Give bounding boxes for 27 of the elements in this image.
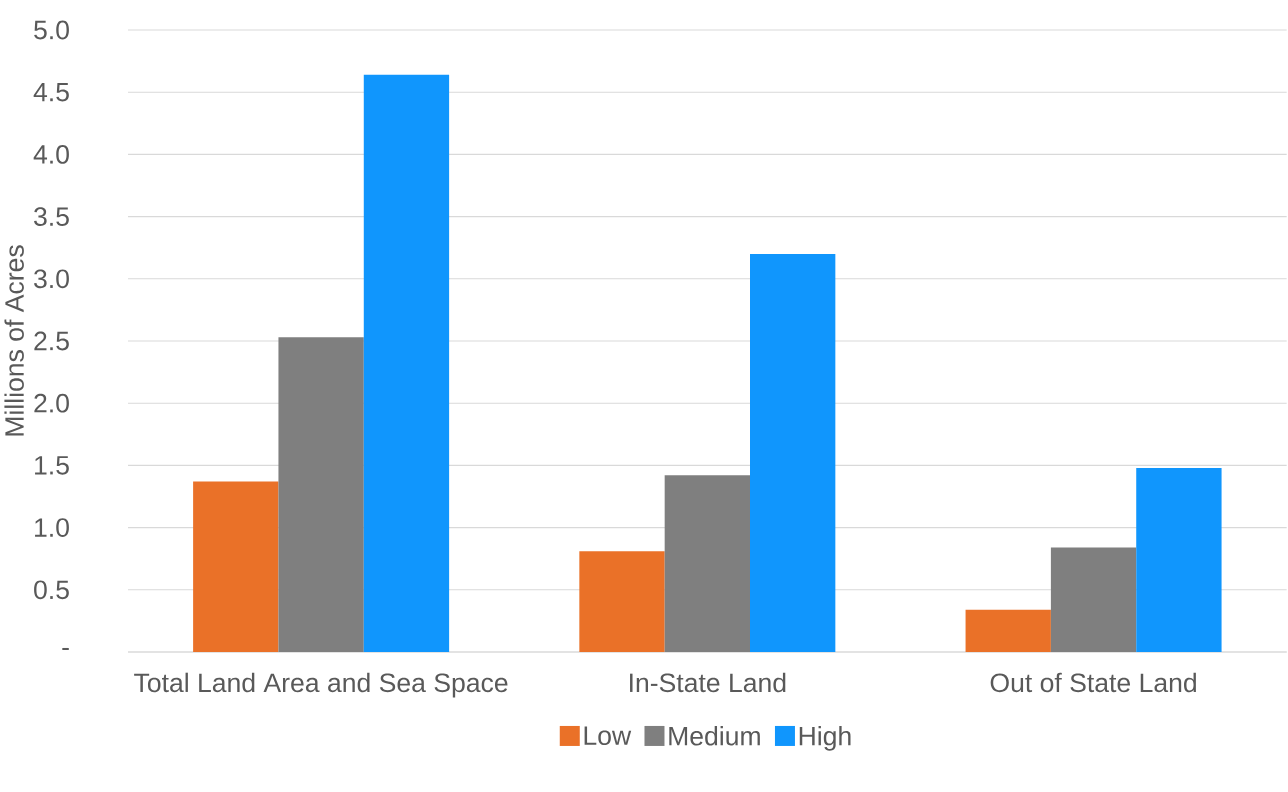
y-tick-label: 4.5 xyxy=(33,82,69,102)
legend-label: High xyxy=(799,726,851,751)
y-tick-label: 2.0 xyxy=(34,393,69,413)
bar xyxy=(193,481,279,652)
y-tick-label: 3.5 xyxy=(34,207,69,226)
y-axis-title: Millions of Acres xyxy=(4,245,24,436)
bar xyxy=(965,609,1051,652)
y-tick-label: 2.5 xyxy=(34,331,69,351)
y-tick-label: 1.5 xyxy=(35,456,69,475)
y-tick-label: 1.0 xyxy=(35,518,69,537)
x-tick-label: Total Land Area and Sea Space xyxy=(134,672,508,698)
y-tick-label: 4.0 xyxy=(33,145,69,164)
bar xyxy=(363,74,450,652)
y-tick-label: - xyxy=(62,647,69,651)
bar xyxy=(278,337,364,652)
x-tick-label: In-State Land xyxy=(630,672,786,693)
y-tick-label: 5.0 xyxy=(34,20,69,40)
legend-label: Medium xyxy=(669,726,760,746)
bar xyxy=(750,253,836,652)
y-tick-label: 0.5 xyxy=(34,580,69,600)
bar xyxy=(1050,547,1137,652)
y-tick-label: 3.0 xyxy=(34,269,69,289)
x-tick-label: Out of State Land xyxy=(990,672,1196,693)
legend-label: Low xyxy=(584,726,632,746)
bar xyxy=(664,475,751,652)
bar xyxy=(579,551,665,652)
bar xyxy=(1136,467,1222,652)
